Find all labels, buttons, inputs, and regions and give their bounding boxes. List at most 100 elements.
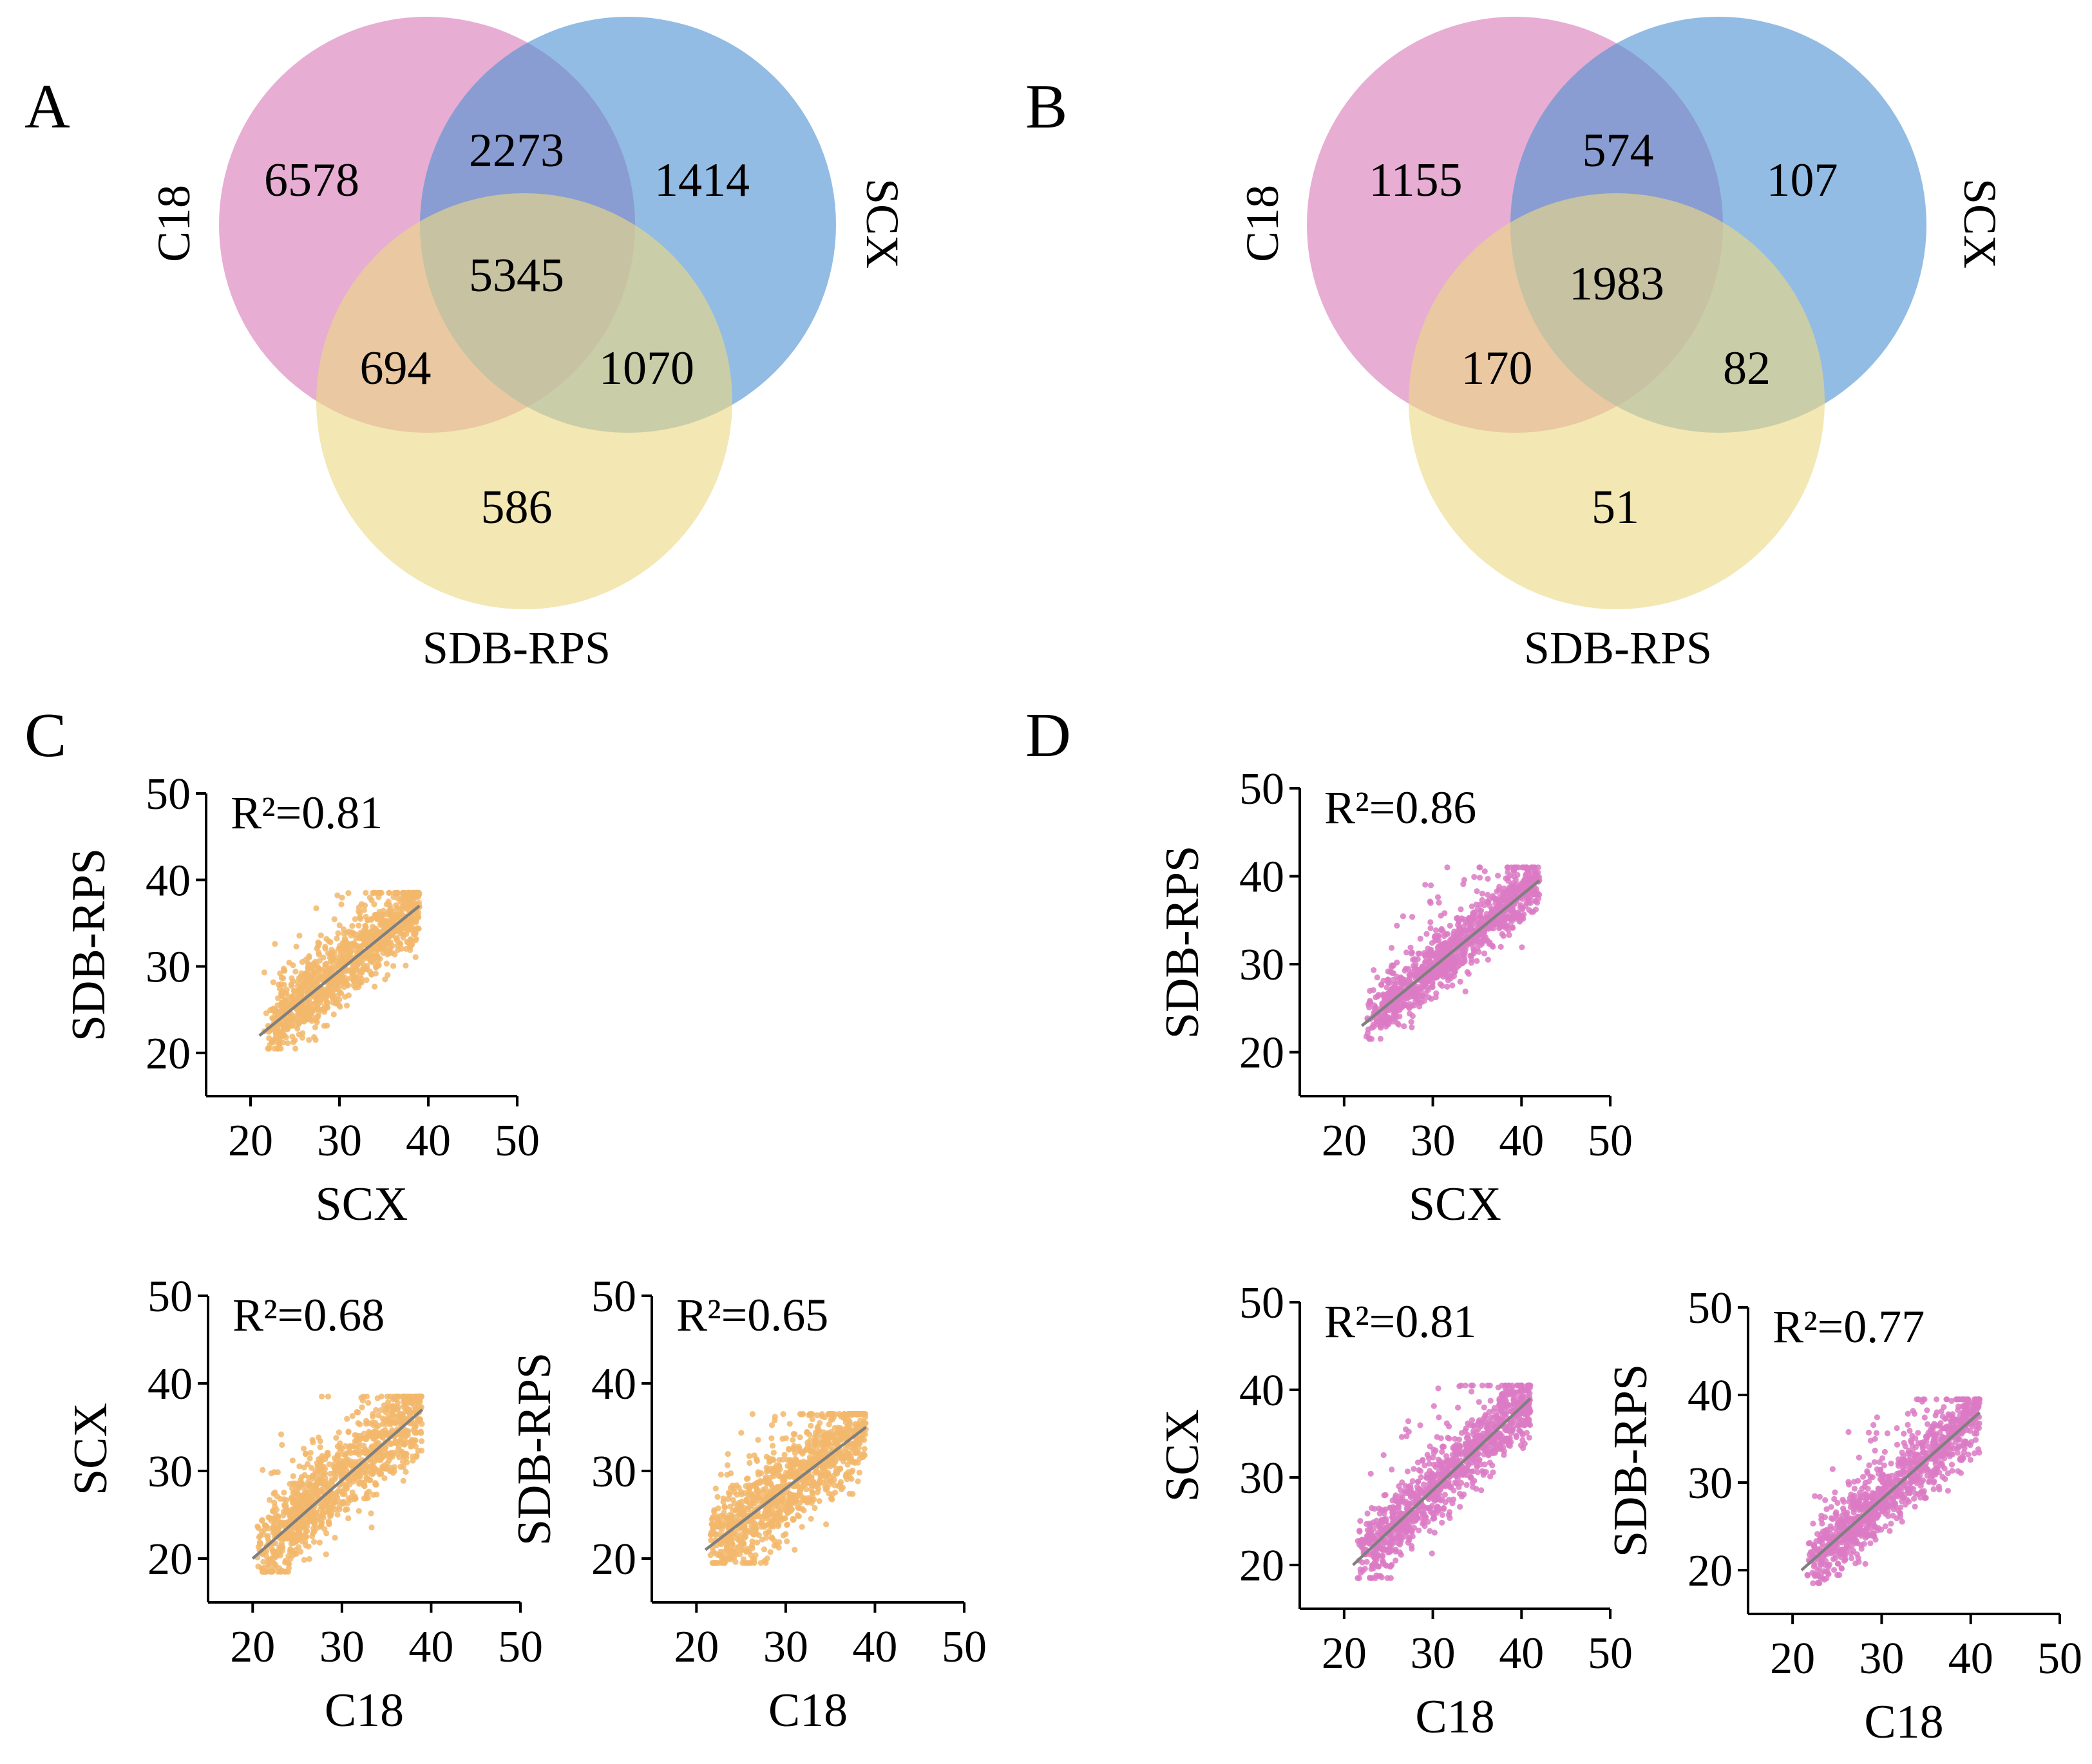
scatter-point xyxy=(1420,1481,1427,1488)
scatter-point xyxy=(377,1457,384,1463)
scatter-point xyxy=(1517,913,1524,919)
scatter-point xyxy=(749,1411,756,1418)
scatter-point xyxy=(285,1568,292,1575)
scatter-point xyxy=(319,1393,325,1399)
scatter-point xyxy=(760,1489,766,1495)
scatter-point xyxy=(816,1498,823,1504)
scatter-point xyxy=(754,1487,760,1494)
scatter-point xyxy=(333,985,339,991)
scatter-point xyxy=(346,1461,353,1468)
scatter-point xyxy=(322,945,328,952)
scatter-point xyxy=(269,1015,276,1021)
scatter-point xyxy=(318,1519,325,1526)
scatter-point xyxy=(413,936,419,942)
scatter-point xyxy=(815,1454,821,1460)
scatter-point xyxy=(1439,1519,1445,1526)
scatter-point xyxy=(283,987,290,993)
scatter-point xyxy=(1469,1389,1475,1395)
scatter-point xyxy=(725,1451,731,1457)
scatter-point xyxy=(361,1466,368,1473)
scatter-point xyxy=(366,953,373,959)
scatter-point xyxy=(279,1441,285,1448)
scatter-point xyxy=(749,1501,756,1507)
scatter-point xyxy=(1439,983,1445,989)
scatter-point xyxy=(294,1501,300,1508)
scatter-point xyxy=(259,1517,265,1524)
scatter-point xyxy=(803,1429,810,1436)
scatter-point xyxy=(290,1473,296,1479)
scatter-point xyxy=(370,1414,376,1420)
scatter-point xyxy=(1415,951,1422,957)
scatter-point xyxy=(756,1494,762,1501)
scatter-point xyxy=(351,960,357,967)
panel-letter-d: D xyxy=(1025,701,1071,770)
scatter-point xyxy=(372,1419,379,1426)
scatter-point xyxy=(769,1535,775,1542)
scatter-point xyxy=(355,1420,361,1427)
scatter-point xyxy=(711,1507,718,1513)
scatter-point xyxy=(289,1497,296,1503)
scatter-point xyxy=(784,1508,790,1515)
scatter-point xyxy=(358,1394,365,1401)
scatter-point xyxy=(1527,900,1534,906)
scatter-point xyxy=(398,1432,405,1439)
scatter-point xyxy=(260,1466,266,1473)
scatter-point xyxy=(1387,1007,1393,1014)
scatter-point xyxy=(728,1513,736,1520)
scatter-point xyxy=(355,1477,361,1484)
scatter-point xyxy=(303,983,309,991)
scatter-point xyxy=(330,1011,337,1018)
scatter-point xyxy=(830,1461,837,1468)
scatter-point xyxy=(410,1457,416,1464)
venn-a-count-c18-scx: 2273 xyxy=(469,124,564,177)
scatter-point xyxy=(325,1497,331,1504)
scatter-point xyxy=(1517,904,1523,911)
scatter-point xyxy=(272,1564,278,1571)
scatter-point xyxy=(306,1005,312,1011)
x-tick-label: 50 xyxy=(495,1116,540,1166)
scatter-point xyxy=(332,1499,338,1506)
scatter-point xyxy=(768,1435,775,1441)
scatter-point xyxy=(1458,927,1464,933)
scatter-point xyxy=(1454,915,1461,921)
scatter-point xyxy=(1503,897,1509,904)
scatter-point xyxy=(1417,935,1423,942)
scatter-point xyxy=(332,1455,338,1461)
scatter-point xyxy=(336,1429,342,1436)
scatter-point xyxy=(368,928,374,934)
scatter-point xyxy=(339,1445,345,1452)
scatter-point xyxy=(284,1004,290,1011)
scatter-point xyxy=(1484,898,1490,905)
scatter-point xyxy=(1502,916,1508,923)
scatter-point xyxy=(278,1568,285,1575)
scatter-point xyxy=(737,1547,745,1553)
scatter-point xyxy=(757,1513,763,1520)
scatter-y-axis-label: SDB-RPS xyxy=(62,848,115,1041)
scatter-point xyxy=(373,1407,379,1413)
scatter-point xyxy=(755,1437,761,1443)
scatter-point xyxy=(1411,993,1418,1000)
scatter-point xyxy=(1409,1013,1416,1020)
venn-a-scx-label: SCX xyxy=(857,178,908,269)
scatter-point xyxy=(823,1521,830,1528)
venn-a-sdb-circle xyxy=(316,193,732,609)
scatter-point xyxy=(309,1533,316,1540)
panel-letter-a: A xyxy=(24,72,70,142)
scatter-x-axis-label: SCX xyxy=(316,1178,408,1231)
scatter-point xyxy=(355,1409,361,1416)
scatter-point xyxy=(261,1564,267,1571)
scatter-point xyxy=(1421,980,1427,986)
scatter-point xyxy=(815,1423,821,1430)
scatter-point xyxy=(321,1023,328,1029)
scatter-point xyxy=(325,992,332,999)
scatter-point xyxy=(285,1553,292,1559)
x-tick-label: 20 xyxy=(230,1622,275,1672)
scatter-point xyxy=(326,1461,332,1468)
scatter-point xyxy=(360,942,366,948)
scatter-point xyxy=(819,1439,825,1446)
scatter-point xyxy=(743,1475,750,1482)
venn-b-sdb-label: SDB-RPS xyxy=(1524,622,1712,674)
y-tick-label: 30 xyxy=(147,1447,193,1497)
venn-b-sdb-circle xyxy=(1409,193,1825,609)
venn-a: A C18 SCX SDB-RPS 6578 2273 1414 5345 69… xyxy=(24,17,908,674)
